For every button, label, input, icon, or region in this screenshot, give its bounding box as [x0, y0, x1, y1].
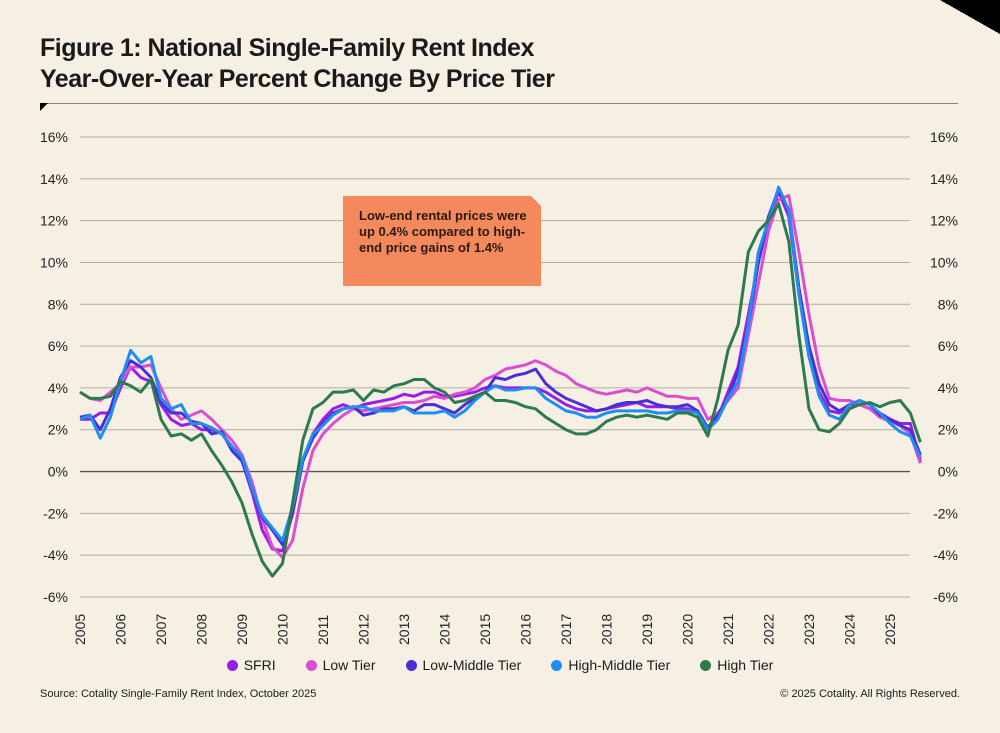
y-tick-label-right: 2%	[938, 422, 958, 438]
legend-item: Low-Middle Tier	[405, 657, 522, 673]
legend: SFRI Low Tier Low-Middle Tier High-Middle T…	[0, 657, 1000, 673]
x-tick-label: 2016	[518, 614, 534, 645]
series-lines	[79, 185, 922, 578]
chart-title: Figure 1: National Single-Family Rent In…	[40, 33, 555, 95]
x-tick-label: 2006	[113, 614, 129, 645]
y-tick-label-left: 4%	[48, 380, 68, 396]
x-tick-label: 2025	[882, 614, 898, 645]
legend-label: Low Tier	[322, 657, 376, 673]
x-tick-label: 2023	[801, 614, 817, 645]
x-tick-label: 2009	[234, 614, 250, 645]
legend-label: High Tier	[717, 657, 774, 673]
x-tick-label: 2007	[153, 614, 169, 645]
x-tick-label: 2014	[437, 614, 453, 645]
y-tick-label-right: 0%	[938, 464, 958, 480]
x-tick-label: 2010	[275, 614, 291, 645]
legend-label: SFRI	[243, 657, 276, 673]
series-line-high-tier	[79, 202, 922, 578]
x-tick-label: 2012	[356, 614, 372, 645]
title-line-1: Figure 1: National Single-Family Rent In…	[40, 34, 534, 62]
x-tick-label: 2005	[72, 614, 88, 645]
y-tick-label-right: 4%	[938, 380, 958, 396]
x-tick-label: 2021	[720, 614, 736, 645]
y-tick-label-left: -2%	[43, 505, 68, 521]
x-tick-label: 2017	[558, 614, 574, 645]
y-tick-label-left: 2%	[48, 422, 68, 438]
y-tick-label-left: -6%	[43, 589, 68, 605]
y-tick-label-right: 10%	[930, 254, 958, 270]
source-note: Source: Cotality Single-Family Rent Inde…	[40, 688, 317, 700]
title-line-2: Year-Over-Year Percent Change By Price T…	[40, 65, 555, 93]
legend-label: High-Middle Tier	[568, 657, 671, 673]
y-axis-left: 16% 14% 12% 10% 8% 6% 4% 2% 0% -2% -4% -6%	[40, 129, 68, 605]
x-tick-label: 2013	[396, 614, 412, 645]
y-tick-label-left: 8%	[48, 296, 68, 312]
y-tick-label-right: 6%	[938, 338, 958, 354]
legend-item: High-Middle Tier	[551, 657, 670, 673]
x-tick-label: 2018	[599, 614, 615, 645]
legend-item: High Tier	[700, 657, 773, 673]
legend-dot-icon	[700, 659, 712, 671]
y-tick-label-left: 14%	[40, 171, 68, 187]
y-tick-label-left: 6%	[48, 338, 68, 354]
series-line-low-tier	[79, 194, 922, 559]
x-axis: 2005 2006 2007 2008 2009 2010 2011 2012 2013 2014…	[72, 614, 898, 645]
x-tick-label: 2011	[315, 615, 331, 645]
y-tick-label-right: 16%	[930, 129, 958, 145]
x-tick-label: 2008	[194, 614, 210, 645]
y-tick-label-right: -6%	[933, 589, 958, 605]
legend-dot-icon	[226, 659, 238, 671]
y-tick-label-left: -4%	[43, 547, 68, 563]
y-tick-label-left: 12%	[40, 213, 68, 229]
legend-item: Low Tier	[305, 657, 376, 673]
series-line-high-middle-tier	[79, 185, 922, 542]
legend-dot-icon	[305, 659, 317, 671]
x-tick-label: 2020	[680, 614, 696, 645]
title-divider	[40, 103, 958, 104]
y-tick-label-right: -4%	[933, 547, 958, 563]
legend-item: SFRI	[226, 657, 276, 673]
legend-dot-icon	[405, 659, 417, 671]
x-tick-label: 2019	[639, 614, 655, 645]
y-tick-label-right: -2%	[933, 505, 958, 521]
y-axis-right: 16% 14% 12% 10% 8% 6% 4% 2% 0% -2% -4% -6%	[930, 129, 958, 605]
x-tick-label: 2015	[477, 614, 493, 645]
x-tick-label: 2024	[842, 614, 858, 645]
x-tick-label: 2022	[761, 614, 777, 645]
y-tick-label-right: 14%	[930, 171, 958, 187]
divider-marker	[40, 103, 48, 111]
y-tick-label-left: 10%	[40, 254, 68, 270]
copyright-note: © 2025 Cotality. All Rights Reserved.	[780, 688, 960, 700]
annotation-box: Low-end rental prices were up 0.4% compa…	[343, 196, 541, 286]
y-tick-label-left: 16%	[40, 129, 68, 145]
corner-decoration	[940, 0, 1000, 34]
y-tick-label-right: 8%	[938, 296, 958, 312]
y-tick-label-left: 0%	[48, 464, 68, 480]
y-tick-label-right: 12%	[930, 213, 958, 229]
legend-label: Low-Middle Tier	[422, 657, 522, 673]
legend-dot-icon	[551, 659, 563, 671]
